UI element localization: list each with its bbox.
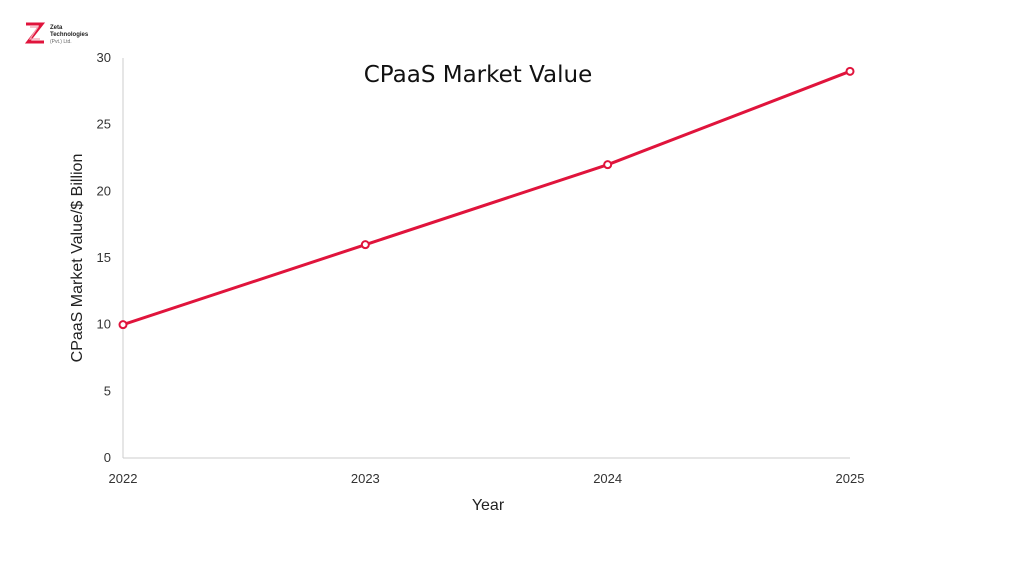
y-tick-label: 5 bbox=[104, 383, 111, 398]
series-line bbox=[122, 69, 851, 327]
data-point bbox=[603, 160, 613, 170]
zeta-logo-icon bbox=[24, 22, 46, 44]
logo-line-1: Zeta bbox=[50, 25, 63, 31]
logo-line-3: (Pvt.) Ltd. bbox=[50, 39, 72, 45]
y-tick-label: 15 bbox=[97, 250, 111, 265]
chart-title: CPaaS Market Value bbox=[364, 62, 593, 88]
y-tick-labels: 0 5 10 15 20 25 30 bbox=[97, 50, 111, 465]
company-logo: Zeta Technologies (Pvt.) Ltd. bbox=[24, 18, 124, 50]
data-point bbox=[845, 66, 855, 76]
x-tick-labels: 2022 2023 2024 2025 bbox=[109, 471, 865, 486]
y-tick-label: 30 bbox=[97, 50, 111, 65]
y-axis-label: CPaaS Market Value/$ Billion bbox=[69, 154, 86, 363]
x-tick-label: 2023 bbox=[351, 471, 380, 486]
data-point bbox=[360, 240, 370, 250]
y-tick-label: 20 bbox=[97, 183, 111, 198]
x-tick-label: 2022 bbox=[109, 471, 138, 486]
x-axis-label: Year bbox=[472, 497, 505, 514]
data-point bbox=[118, 320, 128, 330]
y-tick-label: 25 bbox=[97, 117, 111, 132]
series-group bbox=[118, 66, 855, 330]
x-tick-label: 2024 bbox=[593, 471, 622, 486]
x-tick-label: 2025 bbox=[836, 471, 865, 486]
y-tick-label: 10 bbox=[97, 317, 111, 332]
logo-line-2: Technologies bbox=[50, 32, 89, 38]
y-tick-label: 0 bbox=[104, 450, 111, 465]
